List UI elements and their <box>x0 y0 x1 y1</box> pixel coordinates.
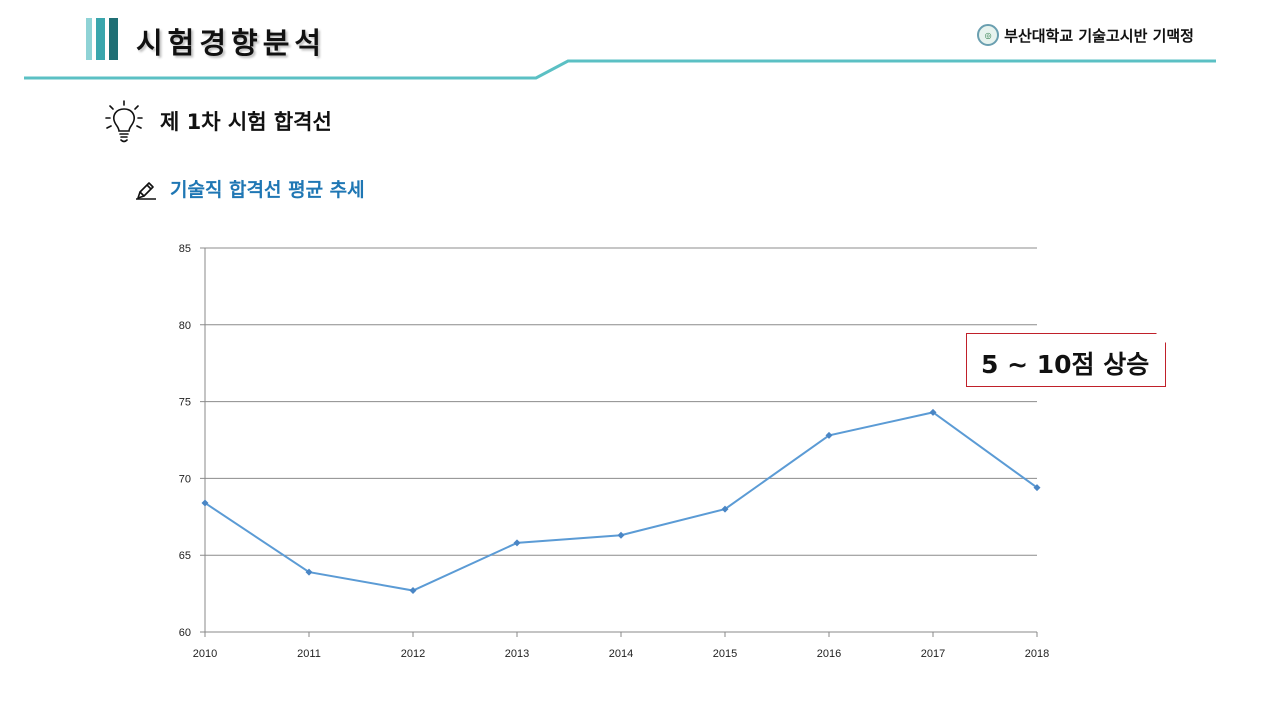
y-tick-label: 80 <box>179 320 191 332</box>
x-tick-label: 2012 <box>401 648 425 660</box>
data-point <box>201 499 209 507</box>
header-org: ◎ 부산대학교 기술고시반 기맥정 <box>977 24 1194 46</box>
data-point <box>721 505 729 513</box>
data-point <box>617 531 625 539</box>
series-line <box>204 411 1038 592</box>
org-name: 부산대학교 기술고시반 기맥정 <box>1004 26 1194 45</box>
x-tick-label: 2015 <box>713 648 737 660</box>
lightbulb-icon <box>105 100 143 143</box>
x-tick-label: 2014 <box>609 648 633 660</box>
y-tick-label: 70 <box>179 473 191 485</box>
data-point <box>929 408 937 416</box>
x-tick-label: 2016 <box>817 648 841 660</box>
university-seal-icon: ◎ <box>977 24 1000 46</box>
callout-text: 5 ~ 10점 상승 <box>981 350 1150 379</box>
title-bars-decoration <box>86 18 118 60</box>
x-tick-label: 2011 <box>297 648 321 660</box>
subsection-title: 기술직 합격선 평균 추세 <box>170 179 365 201</box>
data-point <box>1033 484 1041 492</box>
page-title: 시험경향분석 <box>136 26 327 60</box>
pencil-icon <box>136 182 156 200</box>
data-point <box>513 539 521 547</box>
data-point <box>825 431 833 439</box>
y-tick-label: 65 <box>179 550 191 562</box>
y-tick-label: 60 <box>179 627 191 639</box>
x-tick-label: 2013 <box>505 648 529 660</box>
y-tick-label: 85 <box>179 243 191 255</box>
data-point <box>305 568 313 576</box>
x-tick-label: 2017 <box>921 648 945 660</box>
callout-box: 5 ~ 10점 상승 <box>966 332 1167 387</box>
header-divider <box>24 59 1216 80</box>
y-tick-label: 75 <box>179 397 191 409</box>
x-tick-label: 2018 <box>1025 648 1049 660</box>
x-tick-label: 2010 <box>193 648 217 660</box>
data-point <box>409 587 417 595</box>
section-title: 제 1차 시험 합격선 <box>160 110 332 134</box>
